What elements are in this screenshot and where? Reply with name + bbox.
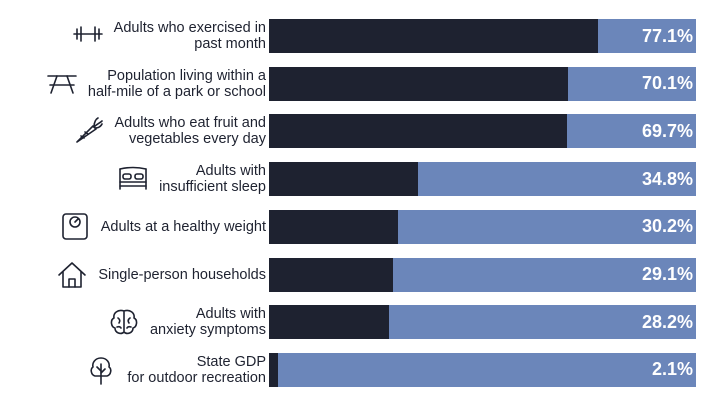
chart-row: Population living within a half-mile of a… (0, 66, 720, 101)
value-label: 30.2% (641, 216, 693, 237)
category-label-line: Adults with (195, 163, 266, 180)
tree-icon (83, 353, 119, 387)
bar-value (269, 114, 567, 149)
bar-value (269, 19, 599, 53)
house-icon (54, 258, 90, 292)
scale-icon (57, 210, 93, 244)
chart-row: Adults with anxiety symptoms 28.2% (0, 305, 720, 340)
bar-value (269, 257, 394, 292)
category-label-line: vegetables every day (128, 131, 266, 148)
value-label: 34.8% (641, 168, 693, 189)
value-label: 69.7% (641, 120, 693, 141)
bar-value (269, 305, 390, 340)
bar-value (269, 352, 278, 387)
category-label-line: State GDP (196, 353, 266, 370)
category-label: Population living within a half-mile of a… (88, 67, 266, 101)
category-label-line: Population living within a (107, 67, 266, 84)
category-label: Adults with insufficient sleep (159, 162, 266, 196)
value-label: 70.1% (641, 73, 693, 94)
category-label-line: Single-person households (98, 266, 266, 283)
category-label: Adults who exercised in past month (114, 19, 266, 53)
bar-value (269, 66, 569, 101)
bed-icon (115, 162, 151, 196)
carrot-icon (70, 114, 106, 148)
category-label: Adults at a healthy weight (101, 210, 266, 244)
dumbbell-icon (70, 19, 106, 53)
category-label-line: insufficient sleep (159, 179, 266, 196)
category-label-line: Adults who eat fruit and (114, 115, 266, 132)
chart-row: Adults who exercised in past month 77.1% (0, 19, 720, 53)
chart-row: Adults with insufficient sleep 34.8% (0, 162, 720, 197)
picnic-table-icon (44, 67, 80, 101)
category-label: Adults with anxiety symptoms (150, 305, 266, 339)
category-label: State GDP for outdoor recreation (127, 353, 266, 387)
category-label-line: anxiety symptoms (149, 322, 266, 339)
bar-remaining (269, 352, 696, 387)
value-label: 28.2% (641, 311, 693, 332)
bar-value (269, 162, 418, 197)
category-label: Single-person households (98, 258, 266, 292)
chart-row: Single-person households 29.1% (0, 257, 720, 292)
category-label-line: Adults with (195, 306, 266, 323)
value-label: 77.1% (641, 25, 693, 46)
category-label-line: Adults at a healthy weight (100, 218, 266, 235)
category-label: Adults who eat fruit and vegetables every… (114, 114, 266, 148)
value-label: 29.1% (641, 264, 693, 284)
bar-value (269, 209, 398, 244)
chart-row: Adults at a healthy weight 30.2% (0, 209, 720, 244)
category-label-line: for outdoor recreation (127, 369, 266, 386)
chart-row: State GDP for outdoor recreation 2.1% (0, 352, 720, 387)
brain-icon (106, 305, 142, 339)
chart-row: Adults who eat fruit and vegetables every… (0, 114, 720, 149)
value-label: 2.1% (651, 359, 693, 380)
category-label-line: past month (194, 36, 266, 52)
category-label-line: Adults who exercised in (113, 20, 266, 36)
category-label-line: half-mile of a park or school (87, 83, 266, 100)
